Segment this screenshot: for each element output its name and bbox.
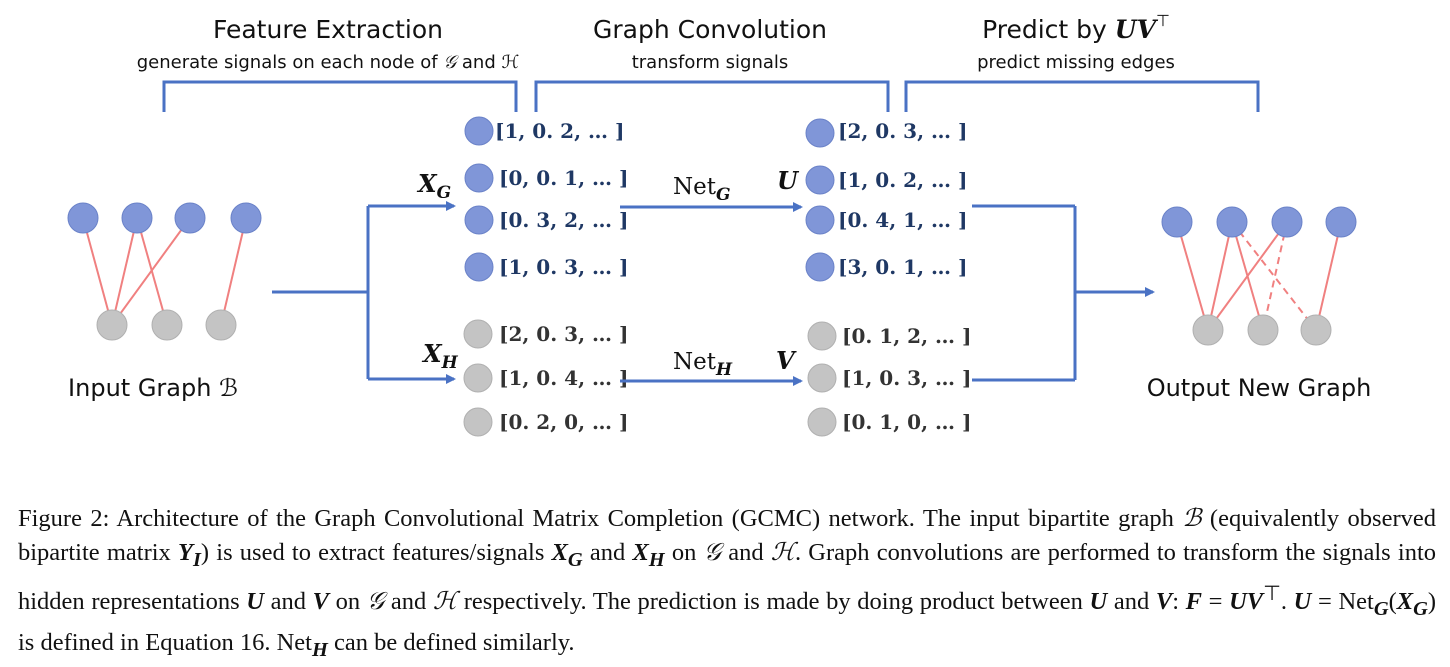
feature-bracket [162,80,518,112]
figure-caption: Figure 2: Architecture of the Graph Conv… [18,505,1437,661]
v-vector: [1, 0. 3, … ] [842,366,971,390]
output-bottom-node [1247,314,1279,346]
u-node [805,252,835,282]
predict-bracket [904,80,1260,112]
output-bottom-node [1300,314,1332,346]
section-brackets [162,80,1260,112]
u-vector: [2, 0. 3, … ] [838,119,967,143]
net-h-label: NetH [673,349,733,380]
xh-vector: [2, 0. 3, … ] [499,322,628,346]
output-bottom-node [1192,314,1224,346]
xg-vector: [0. 3, 2, … ] [499,208,628,232]
xh-node [463,319,493,349]
xg-node [464,252,494,282]
graph-convolution-title: Graph Convolution [593,15,827,44]
xg-node [464,116,494,146]
output-graph [1161,206,1357,346]
net-g-label: NetG [673,174,731,205]
u-vector: [0. 4, 1, … ] [838,208,967,232]
v-node [807,321,837,351]
predict-title: Predict by UV⊤ [982,11,1170,44]
v-label: V [776,346,797,375]
v-node [807,363,837,393]
output-top-node [1325,206,1357,238]
xh-node [463,407,493,437]
input-bottom-node [205,309,237,341]
xg-column: [1, 0. 2, … ] [0, 0. 1, … ] [0. 3, 2, … … [464,116,628,282]
u-node [805,118,835,148]
xh-column: [2, 0. 3, … ] [1, 0. 4, … ] [0. 2, 0, … … [463,319,628,437]
feature-extraction-subtitle: generate signals on each node of 𝒢 and ℋ [137,52,520,73]
feature-extraction-title: Feature Extraction [213,15,443,44]
xg-label: XG [416,169,451,203]
xh-node [463,363,493,393]
input-split-arrows [272,201,456,384]
merge-arrows [972,204,1155,382]
conv-bracket [534,80,890,112]
xg-vector: [1, 0. 3, … ] [499,255,628,279]
input-bottom-node [96,309,128,341]
v-vector: [0. 1, 2, … ] [842,324,971,348]
input-top-node [67,202,99,234]
xg-node [464,205,494,235]
input-graph-label: Input Graph ℬ [68,374,238,402]
u-node [805,205,835,235]
u-node [805,165,835,195]
u-label: U [777,166,800,195]
output-top-node [1271,206,1303,238]
v-column: [0. 1, 2, … ] [1, 0. 3, … ] [0. 1, 0, … … [807,321,971,437]
output-top-node [1161,206,1193,238]
gcmc-architecture-figure: Feature Extraction generate signals on e… [67,11,1372,437]
u-vector: [3, 0. 1, … ] [838,255,967,279]
v-node [807,407,837,437]
xg-vector: [1, 0. 2, … ] [495,119,624,143]
graph-convolution-subtitle: transform signals [632,52,789,73]
xh-label: XH [421,339,459,373]
xg-vector: [0, 0. 1, … ] [499,166,628,190]
xg-node [464,163,494,193]
u-vector: [1, 0. 2, … ] [838,168,967,192]
output-top-node [1216,206,1248,238]
input-top-node [121,202,153,234]
v-vector: [0. 1, 0, … ] [842,410,971,434]
input-top-node [230,202,262,234]
xh-vector: [0. 2, 0, … ] [499,410,628,434]
xh-vector: [1, 0. 4, … ] [499,366,628,390]
predict-subtitle: predict missing edges [977,52,1175,73]
input-top-node [174,202,206,234]
net-arrows [620,202,803,386]
u-column: [2, 0. 3, … ] [1, 0. 2, … ] [0. 4, 1, … … [805,118,967,282]
output-graph-label: Output New Graph [1147,374,1372,402]
input-bottom-node [151,309,183,341]
input-graph [67,202,262,341]
